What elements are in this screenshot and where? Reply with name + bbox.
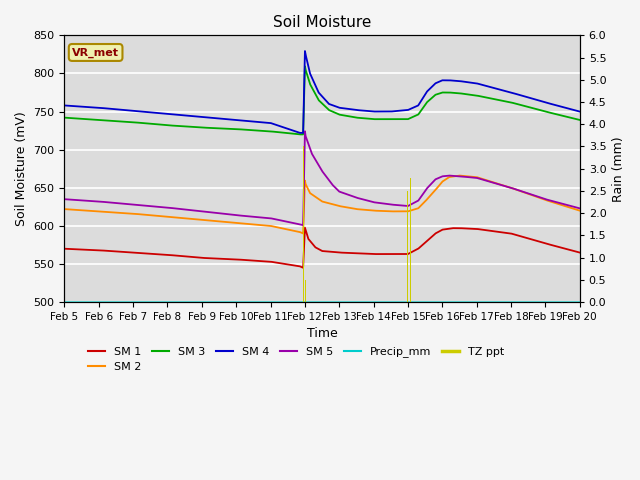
Title: Soil Moisture: Soil Moisture	[273, 15, 371, 30]
Y-axis label: Soil Moisture (mV): Soil Moisture (mV)	[15, 111, 28, 226]
Y-axis label: Rain (mm): Rain (mm)	[612, 136, 625, 202]
Text: VR_met: VR_met	[72, 48, 119, 58]
X-axis label: Time: Time	[307, 327, 337, 340]
Legend: SM 1, SM 2, SM 3, SM 4, SM 5, Precip_mm, TZ ppt: SM 1, SM 2, SM 3, SM 4, SM 5, Precip_mm,…	[84, 342, 509, 376]
